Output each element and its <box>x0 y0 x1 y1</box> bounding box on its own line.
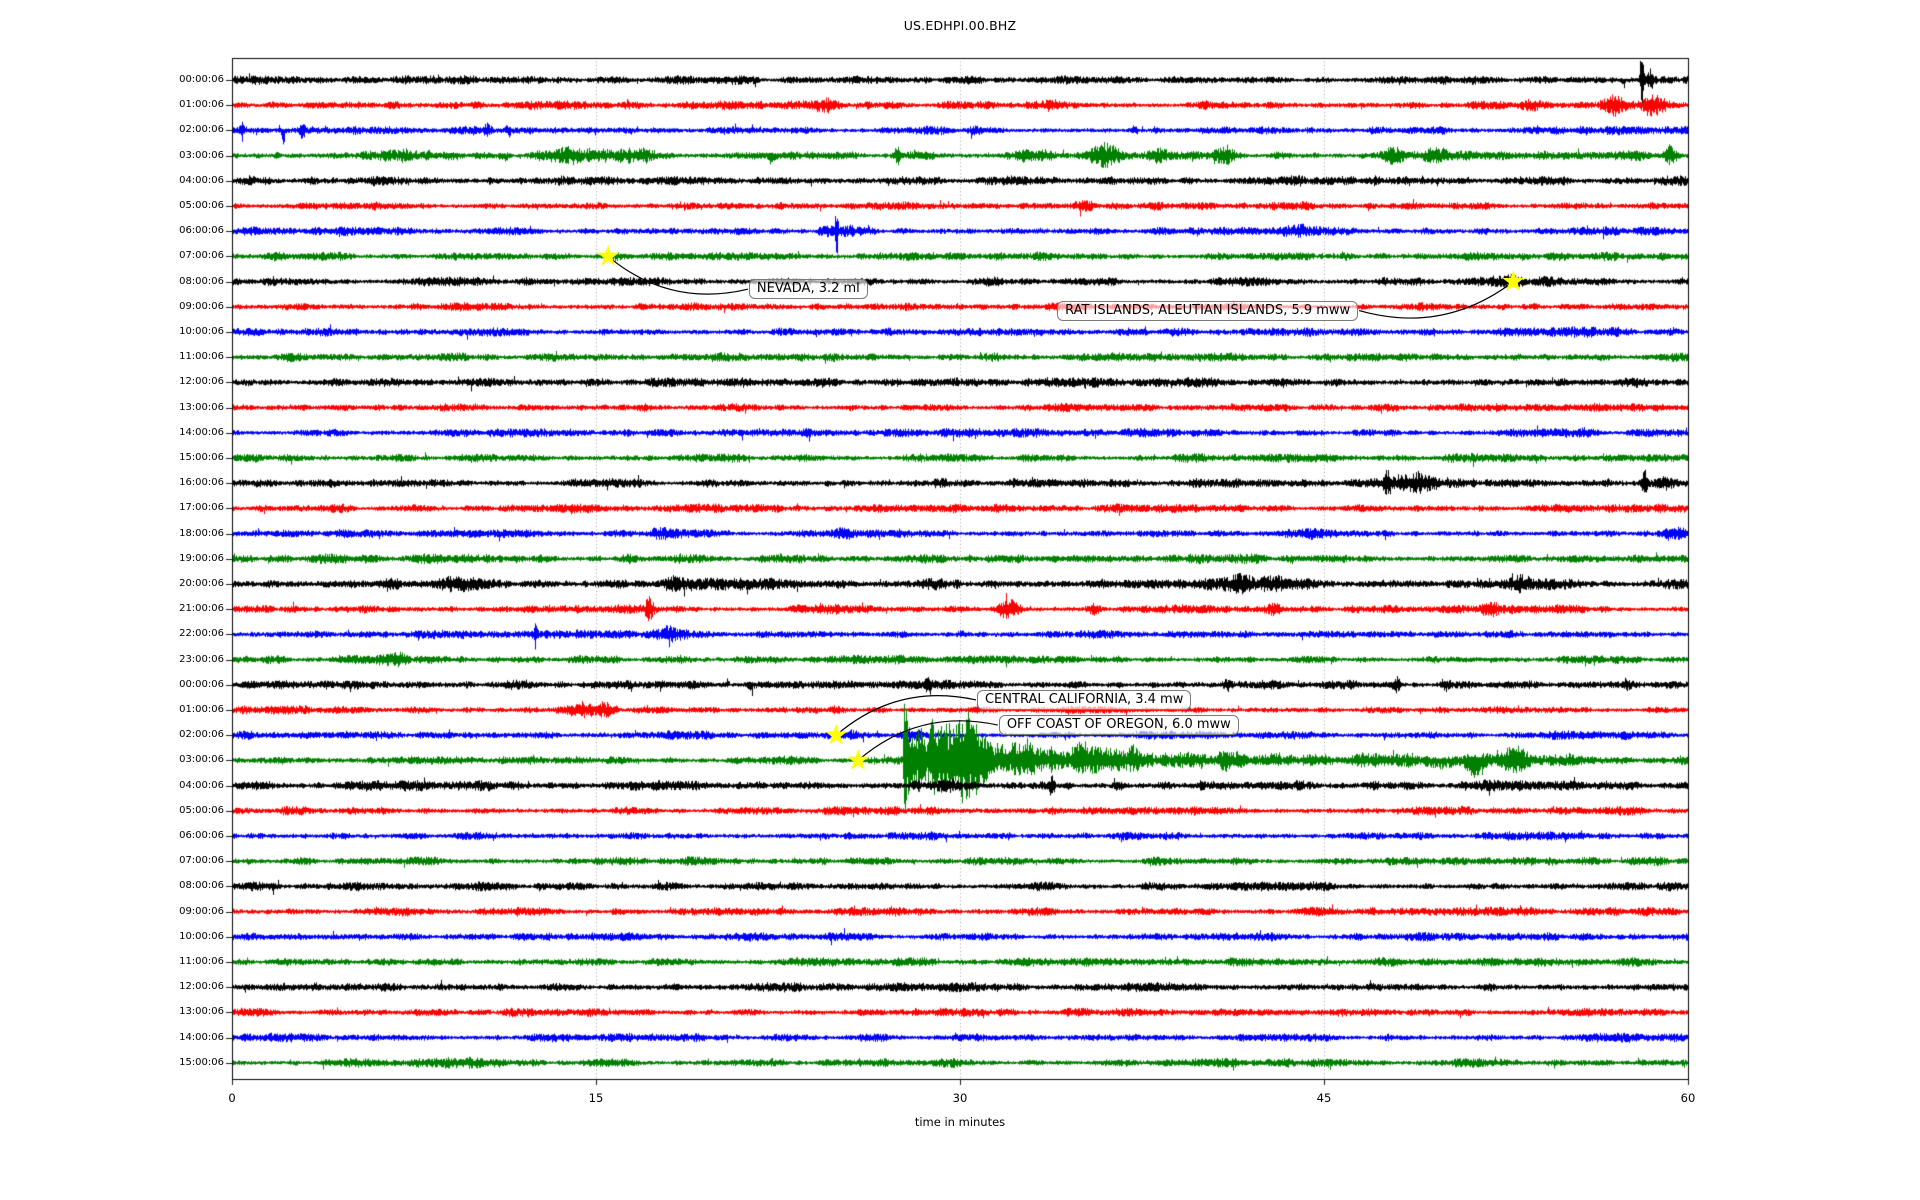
y-tick-label: 15:00:06 <box>179 452 224 463</box>
y-tick-label: 10:00:06 <box>179 930 224 942</box>
x-axis-title: time in minutes <box>914 1115 1006 1129</box>
y-tick-label: 02:00:06 <box>179 729 224 741</box>
y-tick-label: 14:00:06 <box>179 1031 224 1043</box>
event-annotation: OFF COAST OF OREGON, 6.0 mww <box>998 715 1239 736</box>
y-tick-label: 07:00:06 <box>179 250 224 262</box>
y-tick-label: 23:00:06 <box>179 653 224 665</box>
y-tick-label: 17:00:06 <box>179 502 224 514</box>
x-tick-label: 0 <box>228 1091 236 1105</box>
x-tick-label: 45 <box>1316 1091 1332 1105</box>
y-tick-label: 12:00:06 <box>179 981 224 993</box>
event-annotation: NEVADA, 3.2 ml <box>748 279 868 300</box>
event-annotation: CENTRAL CALIFORNIA, 3.4 mw <box>976 689 1192 710</box>
y-tick-label: 09:00:06 <box>179 905 224 917</box>
y-tick-label: 21:00:06 <box>179 603 224 615</box>
y-tick-label: 15:00:06 <box>179 1056 224 1068</box>
x-tick-label: 60 <box>1680 1091 1696 1105</box>
y-tick-label: 01:00:06 <box>179 704 224 715</box>
y-tick-label: 11:00:06 <box>179 956 224 967</box>
y-tick-label: 04:00:06 <box>179 779 224 791</box>
x-tick-label: 15 <box>588 1091 604 1105</box>
y-tick-label: 13:00:06 <box>179 401 224 413</box>
y-tick-label: 20:00:06 <box>179 578 224 589</box>
y-tick-label: 05:00:06 <box>179 804 224 816</box>
y-tick-label: 05:00:06 <box>179 200 224 211</box>
y-tick-label: 16:00:06 <box>179 477 224 489</box>
y-tick-label: 01:00:06 <box>179 99 224 111</box>
y-tick-label: 09:00:06 <box>179 300 224 312</box>
y-tick-label: 22:00:06 <box>179 628 224 640</box>
y-tick-label: 03:00:06 <box>179 754 224 766</box>
y-tick-label: 19:00:06 <box>179 552 224 564</box>
y-tick-label: 11:00:06 <box>179 351 224 363</box>
y-tick-label: 06:00:06 <box>179 830 224 841</box>
y-tick-label: 08:00:06 <box>179 880 224 892</box>
y-tick-label: 02:00:06 <box>179 124 224 136</box>
y-tick-label: 12:00:06 <box>179 376 224 388</box>
y-tick-label: 10:00:06 <box>179 326 224 337</box>
y-tick-label: 13:00:06 <box>179 1006 224 1018</box>
y-tick-label: 00:00:06 <box>179 678 224 690</box>
y-tick-label: 00:00:06 <box>179 74 224 85</box>
x-tick-label: 30 <box>952 1091 968 1105</box>
y-tick-label: 18:00:06 <box>179 527 224 539</box>
y-tick-label: 04:00:06 <box>179 174 224 186</box>
event-annotation: RAT ISLANDS, ALEUTIAN ISLANDS, 5.9 mww <box>1057 300 1359 321</box>
y-tick-label: 08:00:06 <box>179 275 224 287</box>
y-tick-label: 07:00:06 <box>179 855 224 867</box>
y-tick-label: 06:00:06 <box>179 225 224 237</box>
y-tick-label: 03:00:06 <box>179 149 224 161</box>
y-tick-label: 14:00:06 <box>179 426 224 438</box>
